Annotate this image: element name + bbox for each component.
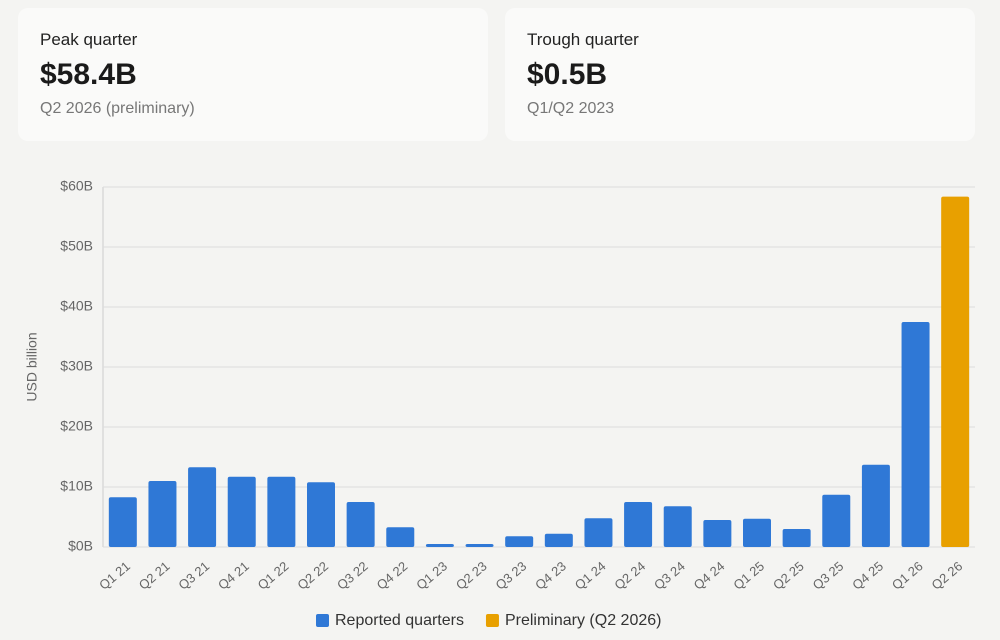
- bar: [425, 544, 454, 547]
- bar: [108, 497, 137, 547]
- x-tick-label: Q2 21: [136, 558, 173, 592]
- x-tick-label: Q1 21: [96, 558, 133, 592]
- card-value: $0.5B: [527, 58, 608, 91]
- bar: [584, 518, 613, 547]
- x-tick-label: Q4 24: [691, 558, 728, 592]
- x-tick-label: Q4 25: [849, 558, 886, 592]
- bar: [386, 527, 415, 547]
- y-tick-label: $20B: [60, 418, 93, 434]
- bar: [307, 482, 335, 547]
- y-tick-label: $10B: [60, 478, 93, 494]
- x-tick-label: Q3 22: [334, 558, 371, 592]
- x-tick-label: Q2 24: [611, 558, 648, 592]
- x-tick-label: Q3 23: [493, 558, 530, 592]
- x-tick-label: Q2 26: [929, 558, 966, 592]
- bar: [663, 506, 692, 547]
- bar: [822, 494, 851, 547]
- bar: [861, 464, 890, 547]
- bar: [901, 322, 930, 547]
- bar: [188, 467, 217, 547]
- legend-label: Preliminary (Q2 2026): [505, 612, 662, 629]
- bar: [505, 536, 534, 547]
- x-tick-label: Q1 23: [413, 558, 450, 592]
- card-label: Trough quarter: [527, 30, 639, 49]
- bar: [465, 544, 494, 547]
- x-tick-label: Q4 23: [532, 558, 569, 592]
- x-tick-label: Q4 21: [215, 558, 252, 592]
- x-tick-label: Q2 23: [453, 558, 490, 592]
- card-value: $58.4B: [40, 58, 137, 91]
- x-tick-label: Q2 22: [294, 558, 331, 592]
- bar: [703, 520, 732, 547]
- x-tick-label: Q2 25: [770, 558, 807, 592]
- x-tick-label: Q3 21: [175, 558, 212, 592]
- legend-swatch: [316, 614, 329, 627]
- card-label: Peak quarter: [40, 30, 138, 49]
- bar: [267, 476, 296, 547]
- legend-swatch: [485, 614, 499, 627]
- x-tick-label: Q1 26: [889, 558, 926, 592]
- y-tick-label: $40B: [60, 298, 93, 314]
- bar: [148, 481, 177, 547]
- card-note: Q1/Q2 2023: [527, 100, 615, 117]
- y-tick-label: $60B: [60, 178, 93, 194]
- peak-card: Peak quarter $58.4B Q2 2026 (preliminary…: [18, 8, 488, 141]
- bar: [624, 502, 653, 547]
- bar: [227, 476, 256, 547]
- card-note: Q2 2026 (preliminary): [40, 100, 195, 117]
- bar: [941, 196, 970, 547]
- x-tick-label: Q1 24: [572, 558, 609, 592]
- x-tick-label: Q4 22: [374, 558, 411, 592]
- bar: [743, 518, 771, 547]
- y-tick-label: $0B: [68, 538, 93, 554]
- bar: [544, 533, 573, 547]
- y-tick-label: $30B: [60, 358, 93, 374]
- y-tick-label: $50B: [60, 238, 93, 254]
- trough-card: Trough quarter $0.5B Q1/Q2 2023: [505, 8, 975, 141]
- x-tick-label: Q1 22: [255, 558, 292, 592]
- x-tick-label: Q1 25: [730, 558, 767, 592]
- bar: [782, 529, 811, 547]
- y-axis-label: USD billion: [24, 332, 40, 401]
- legend-label: Reported quarters: [335, 612, 464, 629]
- x-tick-label: Q3 24: [651, 558, 688, 592]
- x-tick-label: Q3 25: [810, 558, 847, 592]
- bar: [346, 502, 375, 547]
